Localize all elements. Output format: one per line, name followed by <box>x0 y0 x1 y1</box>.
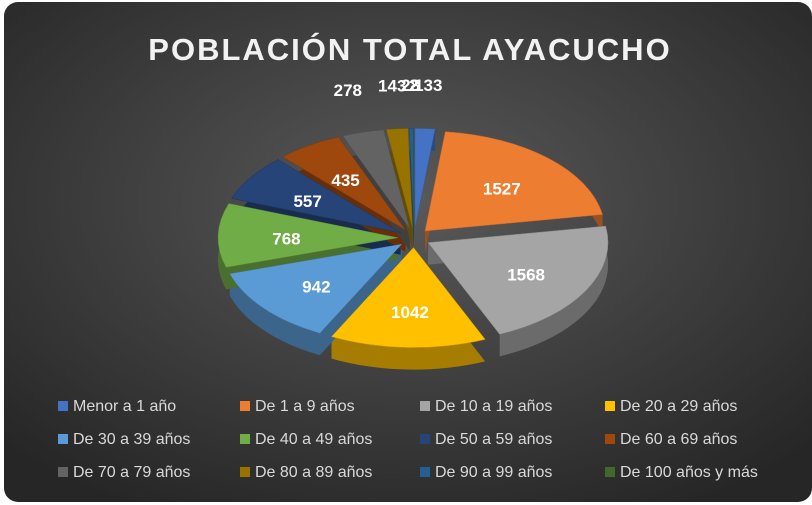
legend-label: De 90 a 99 años <box>435 464 552 481</box>
slice <box>414 128 436 229</box>
legend-label: De 80 a 89 años <box>255 464 372 481</box>
legend-swatch <box>605 434 615 444</box>
legend-swatch <box>420 434 430 444</box>
pie-tops <box>217 128 609 348</box>
slice-side <box>229 244 402 356</box>
slice <box>386 128 413 229</box>
data-label: 942 <box>302 278 330 297</box>
data-label: 768 <box>272 230 300 249</box>
data-label: 133 <box>414 76 442 95</box>
legend-label: De 60 a 69 años <box>620 431 737 448</box>
chart-title: POBLACIÓN TOTAL AYACUCHO <box>148 31 671 67</box>
chart-background <box>4 2 812 502</box>
legend-swatch <box>240 467 250 477</box>
data-label: 1527 <box>483 180 521 199</box>
legend-label: De 1 a 9 años <box>255 398 355 415</box>
legend-swatch <box>420 401 430 411</box>
legend-label: De 100 años y más <box>620 464 758 481</box>
slice <box>231 159 401 233</box>
slice <box>217 203 399 268</box>
legend-label: De 50 a 59 años <box>435 431 552 448</box>
data-label: 435 <box>331 171 359 190</box>
slice <box>342 129 411 229</box>
data-label: 28 <box>401 76 420 95</box>
legend-swatch <box>240 434 250 444</box>
legend-swatch <box>605 467 615 477</box>
legend-label: Menor a 1 año <box>73 398 176 415</box>
legend-label: De 10 a 19 años <box>435 398 552 415</box>
legend-label: De 20 a 29 años <box>620 398 737 415</box>
legend-swatch <box>420 467 430 477</box>
slice <box>229 243 403 334</box>
legend-label: De 40 a 49 años <box>255 431 372 448</box>
legend-swatch <box>240 401 250 411</box>
data-label: 1042 <box>391 303 429 322</box>
slice <box>331 247 486 348</box>
slice <box>424 131 603 232</box>
legend-swatch <box>58 434 68 444</box>
legend-swatch <box>58 401 68 411</box>
legend-label: De 70 a 79 años <box>73 464 190 481</box>
legend-swatch <box>58 467 68 477</box>
data-label: 2 <box>409 76 418 95</box>
data-label: 557 <box>293 192 321 211</box>
slice <box>282 136 406 231</box>
legend: Menor a 1 año De 1 a 9 años De 10 a 19 año… <box>58 398 758 481</box>
legend-swatch <box>605 401 615 411</box>
data-label: 143 <box>378 76 406 95</box>
legend-label: De 30 a 39 años <box>73 431 190 448</box>
slice <box>427 225 609 335</box>
data-label: 1568 <box>507 266 545 285</box>
data-label: 278 <box>334 81 362 100</box>
slice-side <box>409 128 414 251</box>
